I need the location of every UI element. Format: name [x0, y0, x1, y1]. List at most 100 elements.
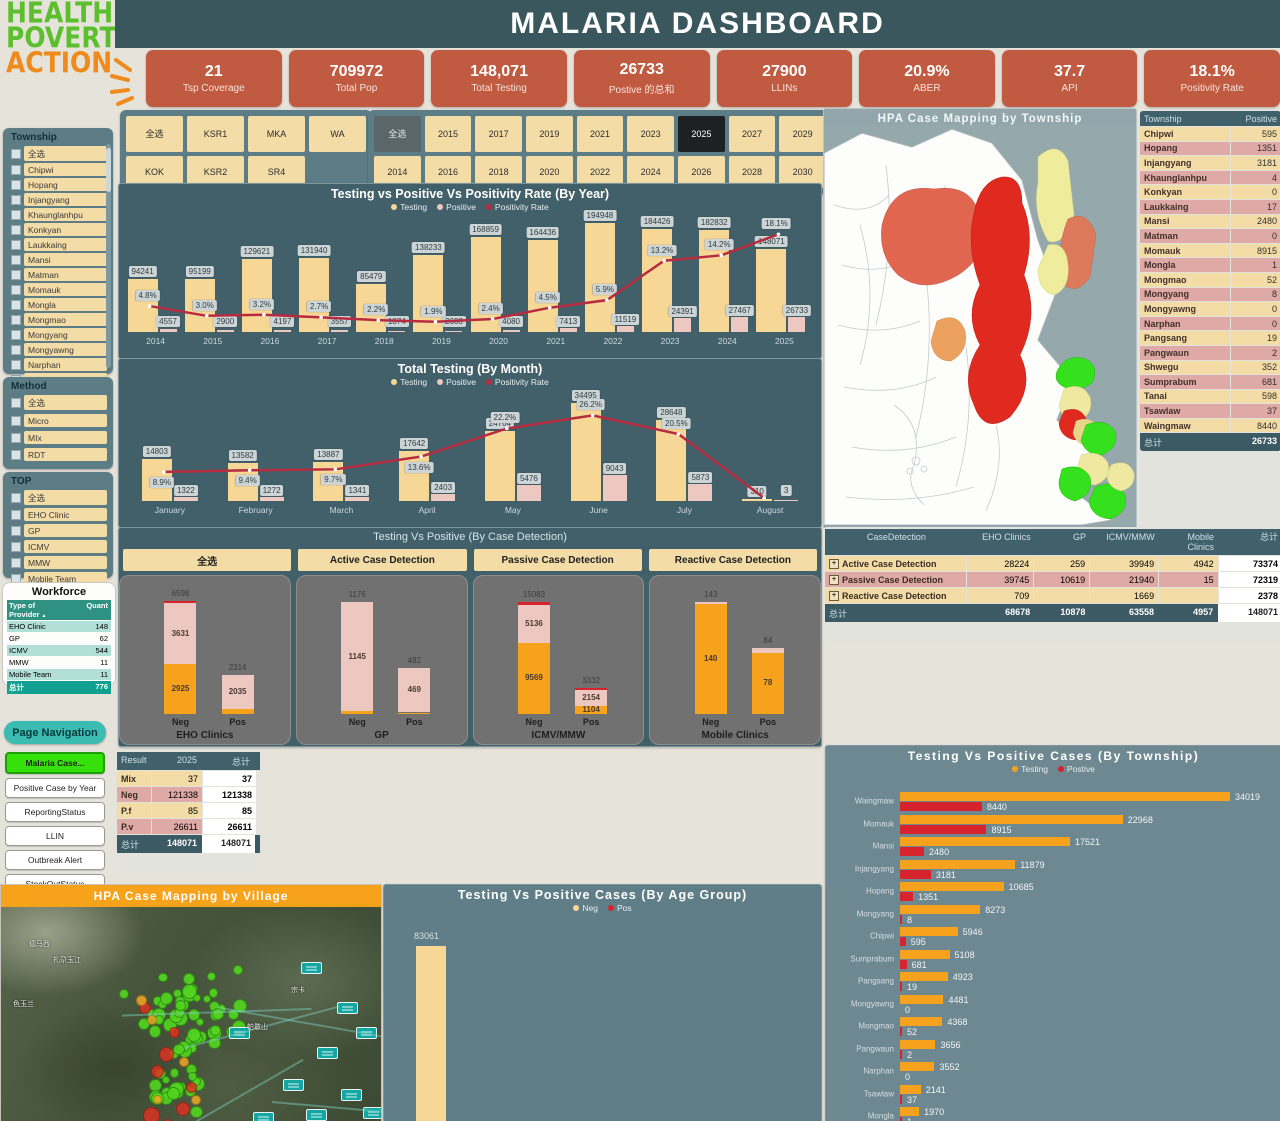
checkbox-icon[interactable] [11, 314, 21, 325]
pos-segment-orange[interactable] [221, 709, 254, 714]
township-slicer-item[interactable]: Mongla [11, 298, 107, 311]
township-slicer-item[interactable]: Mansi [11, 253, 107, 266]
checkbox-icon[interactable] [11, 432, 21, 443]
year-button-2029[interactable]: 2029 [779, 116, 826, 152]
checkbox-icon[interactable] [11, 164, 21, 175]
year-button-2017[interactable]: 2017 [475, 116, 522, 152]
pos-segment-orange[interactable] [398, 712, 431, 714]
neg-segment-pink[interactable]: 5136 [517, 604, 550, 643]
region-button-wa[interactable]: WA [309, 116, 366, 152]
testing-bar[interactable] [413, 254, 444, 332]
positive-bar[interactable] [774, 499, 799, 501]
year-button-2021[interactable]: 2021 [576, 116, 624, 152]
testing-hbar[interactable] [900, 994, 944, 1004]
case-dot[interactable] [209, 1024, 221, 1036]
checkbox-icon[interactable] [11, 509, 21, 520]
case-dot[interactable] [173, 1043, 185, 1056]
nav-button-outbreak-alert[interactable]: Outbreak Alert [5, 850, 105, 870]
case-dot[interactable] [147, 1015, 157, 1025]
year-button-2022[interactable]: 2022 [576, 155, 624, 188]
checkbox-icon[interactable] [11, 449, 21, 460]
year-button-2025[interactable]: 2025 [678, 116, 725, 152]
case-dot[interactable] [169, 1068, 180, 1078]
detection-filter-button[interactable]: Reactive Case Detection [648, 549, 817, 571]
year-button-2026[interactable]: 2026 [678, 155, 725, 188]
region-button-ksr2[interactable]: KSR2 [187, 155, 244, 188]
nav-button-malaria-case-[interactable]: Malaria Case... [5, 752, 105, 774]
checkbox-icon[interactable] [11, 329, 21, 340]
top-slicer-item[interactable]: Mobile Team [11, 572, 107, 585]
top-slicer-item[interactable]: EHO Clinic [11, 508, 107, 521]
year-button-2020[interactable]: 2020 [526, 155, 573, 188]
testing-hbar[interactable] [900, 1062, 935, 1071]
year-button-2018[interactable]: 2018 [475, 155, 522, 188]
checkbox-icon[interactable] [11, 299, 21, 310]
township-slicer-scrollbar[interactable] [106, 144, 111, 368]
positive-hbar[interactable] [900, 937, 906, 946]
positive-hbar[interactable] [900, 1049, 902, 1059]
checkbox-icon[interactable] [11, 209, 21, 220]
case-dot[interactable] [190, 1105, 203, 1119]
township-choropleth-map[interactable] [824, 125, 1136, 526]
region-button-kok[interactable]: KOK [126, 155, 183, 188]
year-button-2023[interactable]: 2023 [627, 116, 674, 152]
pos-segment-pink[interactable]: 2035 [221, 674, 254, 710]
expand-icon[interactable]: + [829, 574, 839, 585]
positive-hbar[interactable] [900, 892, 914, 901]
testing-hbar[interactable] [900, 1084, 921, 1094]
pos-segment-pink[interactable]: 2154 [575, 689, 608, 706]
year-button-2014[interactable]: 2014 [374, 155, 421, 188]
case-dot[interactable] [202, 994, 211, 1004]
case-dot[interactable] [227, 1008, 240, 1021]
township-slicer-item[interactable]: Momauk [11, 283, 107, 296]
testing-bar[interactable] [756, 249, 787, 332]
nav-button-llin[interactable]: LLIN [5, 826, 105, 846]
neg-segment-orange[interactable]: 2925 [164, 664, 197, 714]
township-slicer-item[interactable]: Matman [11, 268, 107, 281]
case-dot[interactable] [161, 1075, 171, 1084]
case-dot[interactable] [148, 1025, 162, 1038]
neg-segment-pink[interactable] [694, 602, 727, 605]
testing-hbar[interactable] [900, 904, 981, 914]
positive-case-dot[interactable] [151, 1065, 164, 1078]
neg-segment-pink[interactable]: 1145 [341, 602, 374, 712]
township-slicer-item[interactable]: Laukkaing [11, 238, 107, 251]
testing-bar[interactable] [399, 451, 430, 501]
testing-bar[interactable] [127, 279, 158, 332]
testing-hbar[interactable] [900, 1107, 920, 1116]
checkbox-icon[interactable] [11, 344, 21, 355]
year-button-2015[interactable]: 2015 [424, 116, 472, 152]
testing-hbar[interactable] [900, 927, 958, 936]
positive-hbar[interactable] [900, 959, 907, 969]
township-slicer-item[interactable]: Chipwi [11, 163, 107, 176]
case-dot[interactable] [136, 995, 147, 1006]
case-dot[interactable] [179, 1057, 189, 1067]
case-dot[interactable] [206, 972, 216, 982]
neg-bar[interactable] [416, 946, 446, 1121]
positive-bar[interactable] [674, 318, 692, 332]
nav-button-positive-case-by-year[interactable]: Positive Case by Year [5, 778, 105, 798]
case-dot[interactable] [191, 1095, 201, 1105]
positive-bar[interactable] [173, 497, 198, 501]
case-dot[interactable] [212, 1008, 225, 1021]
region-button-ksr1[interactable]: KSR1 [187, 116, 244, 152]
case-dot[interactable] [159, 991, 174, 1005]
case-dot[interactable] [188, 1072, 197, 1081]
region-button-全选[interactable]: 全选 [126, 116, 183, 152]
case-dot[interactable] [167, 1087, 180, 1100]
testing-bar[interactable] [484, 431, 515, 501]
checkbox-icon[interactable] [11, 224, 21, 235]
year-button-全选[interactable]: 全选 [374, 116, 421, 152]
checkbox-icon[interactable] [11, 284, 21, 295]
neg-segment-orange[interactable]: 9569 [517, 642, 550, 714]
neg-segment-red[interactable] [164, 601, 197, 603]
expand-icon[interactable]: + [829, 590, 839, 601]
checkbox-icon[interactable] [11, 557, 21, 568]
pos-segment-pink[interactable] [751, 648, 784, 653]
year-button-2028[interactable]: 2028 [728, 155, 776, 188]
testing-bar[interactable] [742, 499, 773, 501]
positive-bar[interactable] [331, 330, 349, 332]
positive-bar[interactable] [616, 325, 634, 332]
testing-hbar[interactable] [900, 1017, 943, 1026]
township-slicer-item[interactable]: Mongyawng [11, 343, 107, 356]
